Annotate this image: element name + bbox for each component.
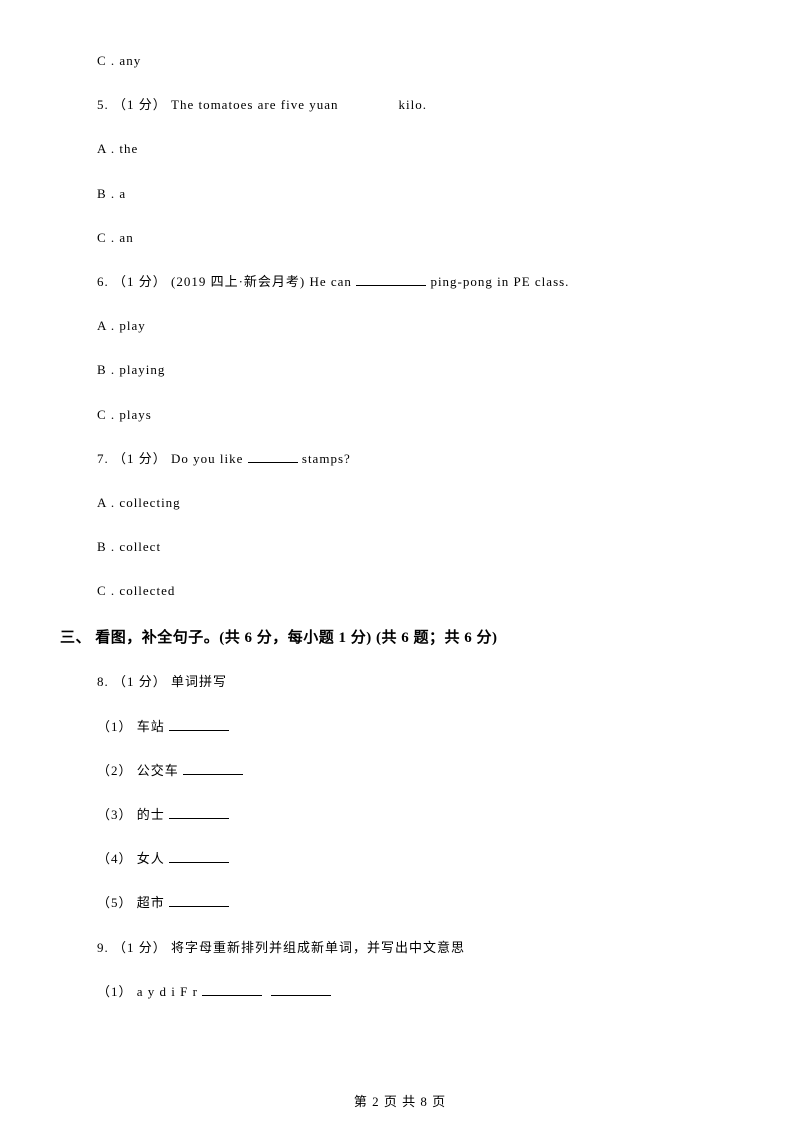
- q5-stem-post: kilo.: [399, 97, 427, 112]
- q9-sub1-blank1[interactable]: [202, 983, 262, 996]
- q7-stem-pre: 7. （1 分） Do you like: [97, 451, 248, 466]
- q8-sub2-label: （2） 公交车: [97, 763, 183, 778]
- q6-blank[interactable]: [356, 273, 426, 286]
- q8-sub5: （5） 超市: [97, 894, 740, 912]
- q8-sub3-label: （3） 的士: [97, 807, 169, 822]
- q8-sub1: （1） 车站: [97, 718, 740, 736]
- q8-sub3-blank[interactable]: [169, 806, 229, 819]
- q9-sub1-blank2[interactable]: [271, 983, 331, 996]
- q5-option-a: A . the: [97, 140, 740, 158]
- q5-stem: 5. （1 分） The tomatoes are five yuan kilo.: [97, 96, 740, 114]
- q9-sub1-label: （1） a y d i F r: [97, 984, 202, 999]
- q6-option-c: C . plays: [97, 406, 740, 424]
- q5-stem-pre: 5. （1 分） The tomatoes are five yuan: [97, 97, 339, 112]
- q8-sub5-label: （5） 超市: [97, 895, 169, 910]
- q8-sub4-label: （4） 女人: [97, 851, 169, 866]
- q8-sub4: （4） 女人: [97, 850, 740, 868]
- q8-sub3: （3） 的士: [97, 806, 740, 824]
- q8-sub4-blank[interactable]: [169, 850, 229, 863]
- q9-stem: 9. （1 分） 将字母重新排列并组成新单词，并写出中文意思: [97, 939, 740, 957]
- q6-stem-pre: 6. （1 分） (2019 四上·新会月考) He can: [97, 274, 356, 289]
- q5-option-c: C . an: [97, 229, 740, 247]
- q8-stem: 8. （1 分） 单词拼写: [97, 673, 740, 691]
- q7-option-b: B . collect: [97, 538, 740, 556]
- q7-blank[interactable]: [248, 450, 298, 463]
- q7-stem: 7. （1 分） Do you like stamps?: [97, 450, 740, 468]
- q7-stem-post: stamps?: [298, 451, 351, 466]
- q4-option-c: C . any: [97, 52, 740, 70]
- q8-sub2-blank[interactable]: [183, 762, 243, 775]
- q9-sub1: （1） a y d i F r: [97, 983, 740, 1001]
- q6-option-a: A . play: [97, 317, 740, 335]
- q8-sub5-blank[interactable]: [169, 894, 229, 907]
- q6-stem-post: ping-pong in PE class.: [426, 274, 569, 289]
- q5-option-b: B . a: [97, 185, 740, 203]
- q8-sub2: （2） 公交车: [97, 762, 740, 780]
- q7-option-c: C . collected: [97, 582, 740, 600]
- q6-stem: 6. （1 分） (2019 四上·新会月考) He can ping-pong…: [97, 273, 740, 291]
- q6-option-b: B . playing: [97, 361, 740, 379]
- q8-sub1-label: （1） 车站: [97, 719, 169, 734]
- q8-sub1-blank[interactable]: [169, 718, 229, 731]
- section-3-header: 三、 看图，补全句子。(共 6 分，每小题 1 分) (共 6 题；共 6 分): [60, 626, 740, 647]
- q7-option-a: A . collecting: [97, 494, 740, 512]
- page-footer: 第 2 页 共 8 页: [0, 1091, 800, 1110]
